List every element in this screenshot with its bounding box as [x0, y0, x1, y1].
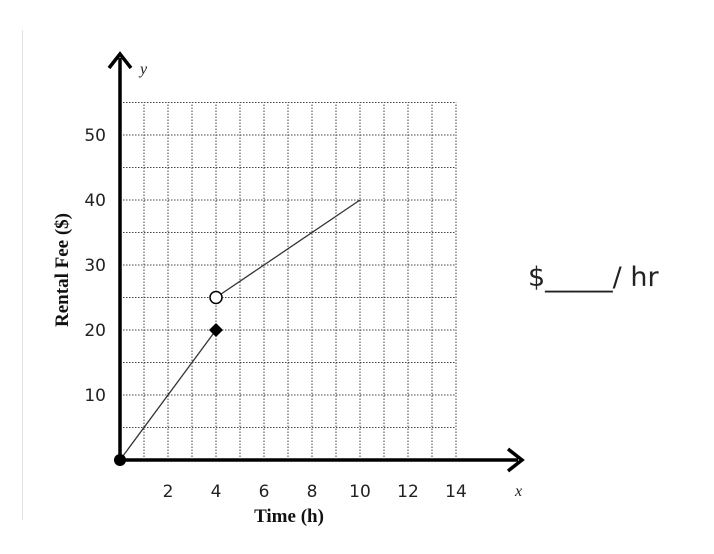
x-tick-label: 10	[349, 482, 371, 502]
closed-endpoint	[209, 323, 223, 337]
x-tick-label: 6	[259, 482, 270, 502]
y-axis-name: y	[138, 61, 148, 78]
series-segment	[215, 199, 361, 299]
y-tick-label: 40	[84, 191, 106, 211]
x-tick-label: 2	[163, 482, 174, 502]
y-tick-label: 20	[84, 321, 106, 341]
answer-prompt: $_____/ hr	[528, 262, 659, 293]
x-axis-name: x	[514, 483, 522, 500]
x-tick-labels: 2 4 6 8 10 12 14	[163, 482, 467, 502]
closed-endpoint	[114, 454, 126, 466]
x-tick-label: 14	[445, 482, 467, 502]
data-series	[114, 199, 361, 466]
x-tick-label: 4	[211, 482, 222, 502]
y-axis-arrow	[107, 51, 133, 70]
left-divider	[22, 30, 23, 520]
x-tick-label: 8	[307, 482, 318, 502]
x-tick-label: 12	[397, 482, 419, 502]
y-axis-title: Rental Fee ($)	[52, 213, 73, 327]
x-axis-title: Time (h)	[254, 506, 324, 527]
y-tick-label: 50	[84, 126, 106, 146]
x-axis-arrow	[506, 447, 525, 473]
grid	[120, 102, 457, 460]
y-tick-label: 10	[84, 386, 106, 406]
open-endpoint	[209, 290, 223, 305]
y-tick-labels: 10 20 30 40 50	[84, 126, 106, 406]
series-segment	[119, 329, 217, 461]
y-tick-label: 30	[84, 256, 106, 276]
axes	[107, 51, 525, 473]
